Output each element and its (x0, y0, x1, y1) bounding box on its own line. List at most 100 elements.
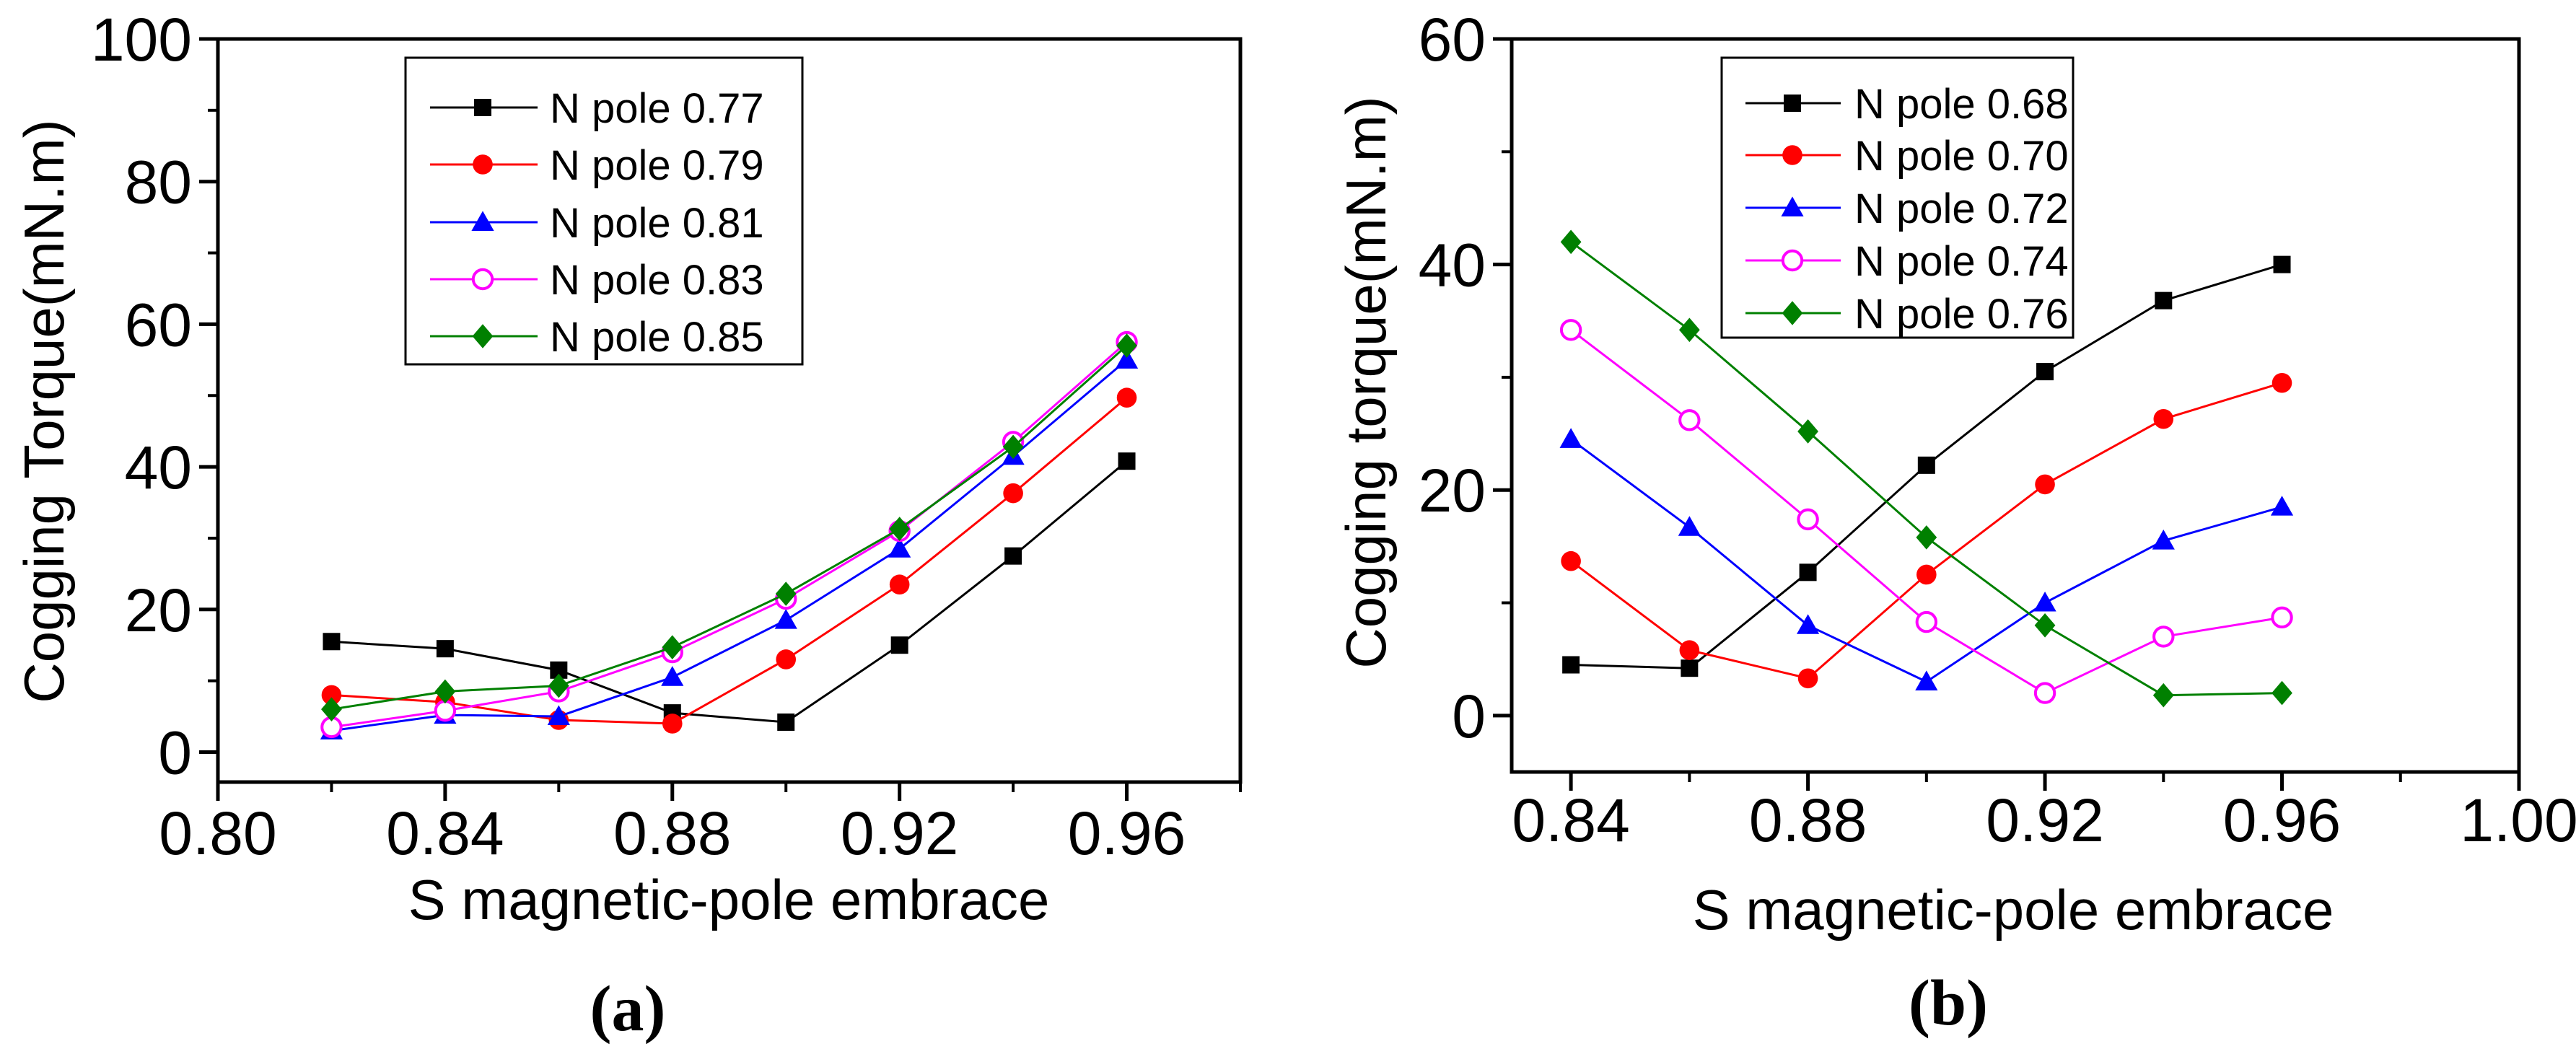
chart-b-data-point (1797, 508, 1819, 531)
chart-b-x-tick-label: 0.88 (1749, 786, 1867, 854)
chart-b-legend-marker (1781, 249, 1804, 272)
chart-a-y-tick-label: 20 (125, 576, 192, 644)
chart-a: S magnetic-pole embrace Cogging Torque(m… (12, 6, 1243, 1045)
chart-a-y-tick-label: 0 (158, 719, 192, 786)
chart-b-x-tick-label: 0.92 (1986, 786, 2104, 854)
chart-a-data-point (662, 635, 683, 659)
chart-b-data-point (1917, 456, 1935, 474)
chart-b-data-point (2036, 363, 2054, 381)
chart-b-x-tick-label: 0.84 (1512, 786, 1630, 854)
chart-b-legend-item: N pole 0.74 (1745, 238, 2069, 285)
chart-a-ylabel: Cogging Torque(mN.m) (12, 119, 76, 703)
chart-b-plot-frame (1510, 37, 2521, 774)
chart-b-series-070 (1561, 372, 2292, 689)
chart-a-data-point (1116, 333, 1137, 358)
chart-a-x-tick-label: 0.88 (613, 799, 732, 867)
chart-a-data-point (890, 636, 908, 654)
chart-b-data-point (1678, 409, 1701, 431)
chart-b-data-point (2152, 529, 2175, 550)
chart-a-legend-item: N pole 0.85 (430, 314, 764, 361)
chart-a-legend-item: N pole 0.79 (430, 142, 764, 189)
chart-a-y-tick-label: 80 (125, 149, 192, 216)
chart-b-data-point (1678, 516, 1701, 536)
chart-a-data-point (321, 685, 342, 706)
chart-b-data-point (1559, 319, 1582, 341)
chart-b-ylabel: Cogging torque(mN.m) (1334, 96, 1398, 668)
chart-b-series-line (1570, 438, 2282, 683)
chart-a-data-point (1118, 452, 1136, 470)
chart-a-series-line (331, 460, 1128, 724)
chart-a-data-point (1003, 483, 1023, 504)
chart-a-series-085 (321, 333, 1137, 721)
chart-a-data-point (1002, 434, 1024, 460)
chart-b-series-074 (1559, 319, 2293, 704)
chart-a-y-tick-label: 40 (125, 434, 192, 501)
chart-b-x-tick-label: 0.96 (2223, 786, 2341, 854)
chart-a-legend-item: N pole 0.81 (430, 200, 764, 247)
chart-a-series-line (331, 397, 1128, 725)
chart-a-legend-label: N pole 0.85 (550, 314, 764, 361)
chart-b-data-point (2034, 613, 2056, 638)
chart-b-y-tick-label: 40 (1419, 232, 1486, 299)
chart-b-legend-label: N pole 0.70 (1854, 133, 2069, 180)
chart-a-legend-marker (471, 211, 494, 231)
chart-b-y-tick-label: 60 (1419, 6, 1486, 74)
chart-a-data-point (1116, 387, 1137, 408)
chart-a-series-line (331, 344, 1128, 711)
chart-b-data-point (2270, 496, 2294, 516)
chart-b-data-point (2152, 626, 2175, 648)
chart-a-data-point (662, 714, 683, 734)
chart-a-legend-label: N pole 0.79 (550, 142, 764, 189)
chart-a-y-tick-label: 100 (91, 6, 192, 74)
chart-b-data-point (2035, 474, 2055, 495)
chart-b-y-tick-label: 20 (1419, 457, 1486, 524)
chart-b-data-point (1915, 670, 1938, 690)
chart-b-data-point (1916, 525, 1937, 550)
chart-b-data-point (1915, 610, 1938, 633)
chart-a-x-tick-label: 0.96 (1068, 799, 1186, 867)
chart-a-legend-marker (474, 99, 491, 116)
chart-b-legend-item: N pole 0.70 (1745, 133, 2069, 180)
chart-b-data-point (1681, 659, 1699, 677)
chart-a-data-point (775, 581, 797, 606)
chart-b-data-point (1797, 668, 1818, 689)
chart-b-data-point (2155, 291, 2173, 310)
chart-a-data-point (436, 640, 454, 658)
chart-b-data-point (2271, 680, 2292, 706)
chart-a-data-point (1115, 348, 1139, 369)
chart-b-xlabel: S magnetic-pole embrace (1693, 878, 2334, 942)
chart-a-y-tick-label: 60 (125, 291, 192, 359)
chart-a-data-point (547, 705, 570, 726)
chart-b-legend-box (1720, 56, 2075, 339)
chart-a-data-point (889, 517, 911, 541)
chart-b-series-line (1570, 329, 2282, 695)
chart-b-legend-label: N pole 0.72 (1854, 185, 2069, 232)
chart-a-x-tick-label: 0.80 (159, 799, 277, 867)
chart-a-data-point (776, 649, 797, 670)
chart-a-data-point (774, 609, 797, 629)
chart-b-data-point (2033, 591, 2056, 612)
chart-a-x-tick-label: 0.84 (386, 799, 504, 867)
chart-a-series-077 (323, 452, 1136, 731)
chart-b-data-point (1916, 564, 1937, 585)
chart-b-data-point (2273, 255, 2291, 273)
chart-b-data-point (1559, 428, 1582, 448)
chart-a-data-point (777, 713, 795, 731)
chart-b-legend-item: N pole 0.68 (1745, 81, 2069, 128)
chart-a-legend-marker (472, 324, 494, 348)
chart-a-data-point (434, 699, 457, 722)
chart-b-data-point (1797, 419, 1818, 444)
chart-a-series-081 (320, 348, 1139, 739)
chart-b-data-point (2271, 606, 2293, 629)
chart-b-legend-marker (1781, 196, 1804, 216)
chart-a-legend-box (404, 56, 804, 366)
chart-a-legend-label: N pole 0.81 (550, 200, 764, 247)
chart-b-data-point (1796, 614, 1820, 634)
chart-b-data-point (2153, 408, 2174, 429)
chart-a-legend-marker (471, 268, 494, 291)
chart-a-data-point (889, 574, 910, 594)
chart-b-caption: (b) (1909, 967, 1988, 1039)
chart-a-xlabel: S magnetic-pole embrace (408, 868, 1050, 931)
chart-b-legend-marker (1782, 301, 1803, 325)
